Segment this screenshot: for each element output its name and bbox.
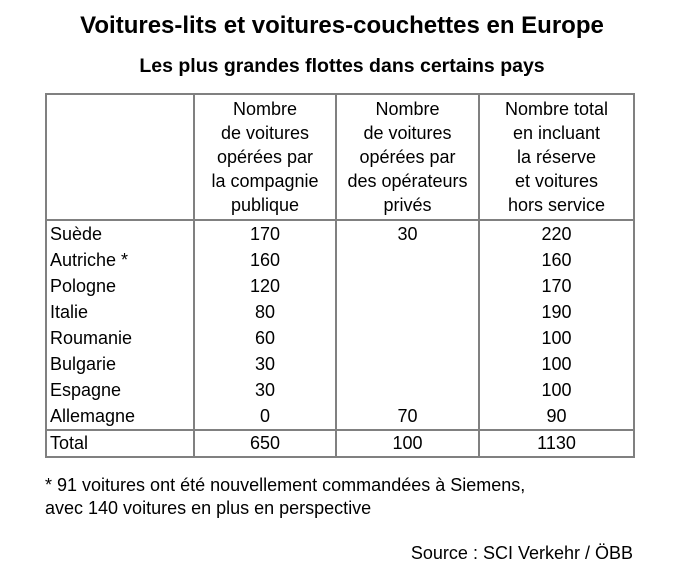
cell-total: 90 [478,403,635,430]
table-body: Suède 170 30 220 Autriche * 160 160 Polo… [45,220,635,430]
cell-country: Allemagne [45,403,195,430]
cell-country: Espagne [45,377,195,403]
table-row: Suède 170 30 220 [45,220,635,247]
cell-total: 160 [478,247,635,273]
cell-private [335,325,480,351]
cell-private [335,273,480,299]
cell-country: Suède [45,220,195,247]
cell-public: 0 [193,403,337,430]
header-cell-private-operators: Nombre de voitures opérées par des opéra… [335,94,480,221]
cell-country: Pologne [45,273,195,299]
total-label: Total [45,429,195,457]
cell-private [335,377,480,403]
cell-private [335,351,480,377]
cell-public: 170 [193,220,337,247]
cell-public: 80 [193,299,337,325]
total-public: 650 [193,429,337,457]
header-cell-public-operator: Nombre de voitures opérées par la compag… [193,94,337,221]
footnote: * 91 voitures ont été nouvellement comma… [45,475,526,518]
cell-total: 100 [478,377,635,403]
total-total: 1130 [478,429,635,457]
cell-public: 30 [193,377,337,403]
table-row: Allemagne 0 70 90 [45,403,635,430]
page-subtitle: Les plus grandes flottes dans certains p… [139,55,545,77]
cell-total: 190 [478,299,635,325]
cell-country: Roumanie [45,325,195,351]
table-row: Autriche * 160 160 [45,247,635,273]
page-title: Voitures-lits et voitures-couchettes en … [80,12,604,39]
cell-total: 100 [478,325,635,351]
source-credit: Source : SCI Verkehr / ÖBB [410,543,633,563]
cell-public: 60 [193,325,337,351]
fleet-table: Nombre de voitures opérées par la compag… [45,93,635,458]
cell-public: 120 [193,273,337,299]
cell-private [335,299,480,325]
cell-country: Bulgarie [45,351,195,377]
cell-public: 160 [193,247,337,273]
table-header: Nombre de voitures opérées par la compag… [45,94,635,221]
table-footer: Total 650 100 1130 [45,429,635,457]
table-row: Pologne 120 170 [45,273,635,299]
header-row: Nombre de voitures opérées par la compag… [45,94,635,221]
header-cell-total-fleet: Nombre total en incluant la réserve et v… [478,94,635,221]
cell-country: Italie [45,299,195,325]
cell-total: 170 [478,273,635,299]
cell-private: 70 [335,403,480,430]
cell-private: 30 [335,220,480,247]
cell-private [335,247,480,273]
total-row: Total 650 100 1130 [45,429,635,457]
cell-public: 30 [193,351,337,377]
table-row: Espagne 30 100 [45,377,635,403]
table-row: Bulgarie 30 100 [45,351,635,377]
table-row: Italie 80 190 [45,299,635,325]
cell-total: 100 [478,351,635,377]
header-cell-country [45,94,195,221]
cell-country: Autriche * [45,247,195,273]
cell-total: 220 [478,220,635,247]
table-row: Roumanie 60 100 [45,325,635,351]
total-private: 100 [335,429,480,457]
